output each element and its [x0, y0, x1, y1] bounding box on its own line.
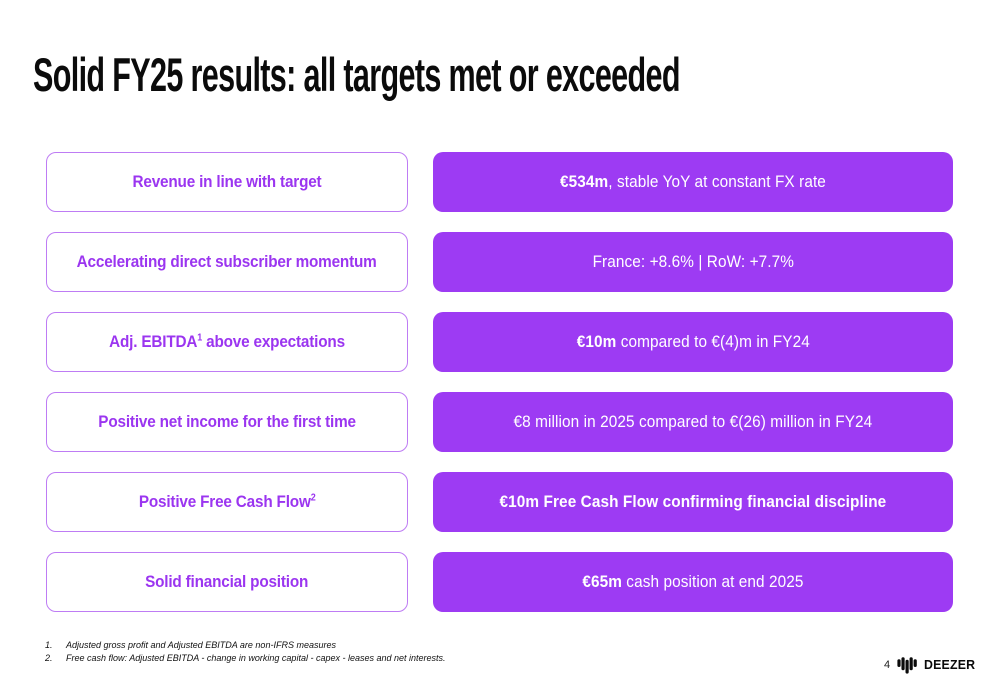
row-ebitda: Adj. EBITDA1 above expectations €10m com… — [46, 312, 953, 372]
kpi-label-box: Adj. EBITDA1 above expectations — [46, 312, 408, 372]
page-number: 4 — [883, 658, 891, 671]
kpi-label: Accelerating direct subscriber momentum — [77, 252, 377, 271]
kpi-label: Solid financial position — [145, 572, 309, 591]
row-revenue: Revenue in line with target €534m, stabl… — [46, 152, 953, 212]
row-free-cash-flow: Positive Free Cash Flow2 €10m Free Cash … — [46, 472, 953, 532]
kpi-value-box: €8 million in 2025 compared to €(26) mil… — [433, 392, 953, 452]
row-net-income: Positive net income for the first time €… — [46, 392, 953, 452]
kpi-value-box: €10m Free Cash Flow confirming financial… — [433, 472, 953, 532]
footer-brand: 4 DEEZER — [884, 655, 978, 674]
kpi-label-box: Solid financial position — [46, 552, 408, 612]
footnote-text: Adjusted gross profit and Adjusted EBITD… — [66, 640, 336, 650]
row-subscribers: Accelerating direct subscriber momentum … — [46, 232, 953, 292]
footnote-text: Free cash flow: Adjusted EBITDA - change… — [66, 653, 446, 663]
footnote-1: 1. Adjusted gross profit and Adjusted EB… — [45, 639, 446, 652]
kpi-value-box: €534m, stable YoY at constant FX rate — [433, 152, 953, 212]
kpi-label: Positive Free Cash Flow2 — [138, 492, 316, 511]
footnote-number: 1. — [45, 640, 53, 650]
row-cash-position: Solid financial position €65m cash posit… — [46, 552, 953, 612]
results-grid: Revenue in line with target €534m, stabl… — [46, 152, 953, 632]
kpi-label-box: Positive Free Cash Flow2 — [46, 472, 408, 532]
deezer-heart-icon — [897, 657, 917, 674]
kpi-label: Positive net income for the first time — [98, 412, 356, 431]
kpi-value: €10m compared to €(4)m in FY24 — [576, 332, 810, 351]
kpi-value: €534m, stable YoY at constant FX rate — [560, 172, 826, 191]
kpi-value: France: +8.6% | RoW: +7.7% — [592, 252, 794, 271]
kpi-value: €8 million in 2025 compared to €(26) mil… — [513, 412, 873, 431]
kpi-value-box: France: +8.6% | RoW: +7.7% — [433, 232, 953, 292]
kpi-label-box: Accelerating direct subscriber momentum — [46, 232, 408, 292]
kpi-label-box: Revenue in line with target — [46, 152, 408, 212]
deezer-wordmark: DEEZER — [924, 657, 976, 672]
kpi-label: Adj. EBITDA1 above expectations — [109, 332, 345, 351]
kpi-label: Revenue in line with target — [132, 172, 322, 191]
page-title: Solid FY25 results: all targets met or e… — [33, 48, 681, 101]
kpi-value: €10m Free Cash Flow confirming financial… — [499, 492, 887, 511]
kpi-value-box: €10m compared to €(4)m in FY24 — [433, 312, 953, 372]
footnotes: 1. Adjusted gross profit and Adjusted EB… — [45, 639, 446, 665]
kpi-label-box: Positive net income for the first time — [46, 392, 408, 452]
footnote-2: 2. Free cash flow: Adjusted EBITDA - cha… — [45, 652, 446, 665]
kpi-value-box: €65m cash position at end 2025 — [433, 552, 953, 612]
kpi-value: €65m cash position at end 2025 — [582, 572, 804, 591]
footnote-number: 2. — [45, 653, 53, 663]
